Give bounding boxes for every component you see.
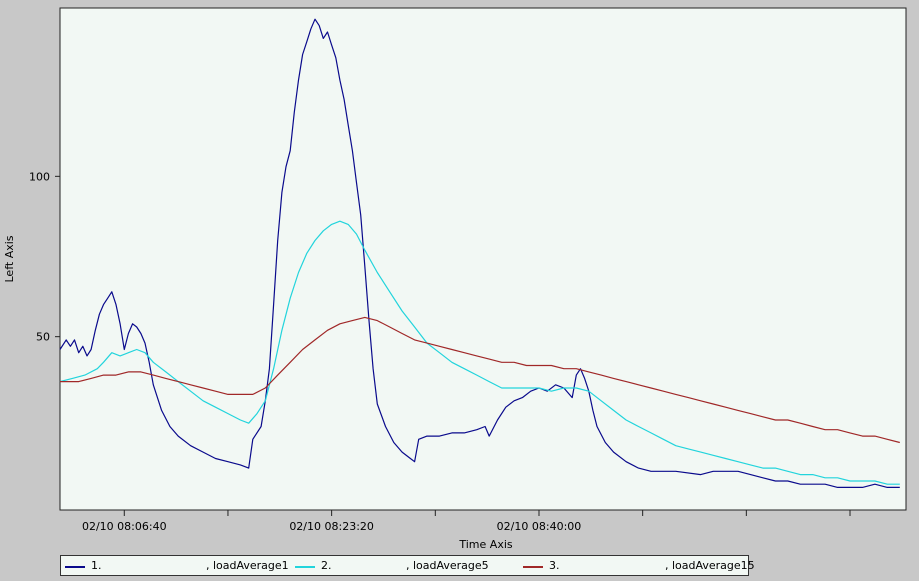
y-axis-title: Left Axis	[3, 235, 16, 282]
series-layer	[59, 18, 900, 488]
legend-swatch	[295, 566, 315, 568]
legend-swatch	[523, 566, 543, 568]
x-tick-label: 02/10 08:40:00	[497, 520, 582, 533]
x-tick-label: 02/10 08:23:20	[289, 520, 374, 533]
series-line-loadAverage1	[59, 18, 900, 488]
legend-number: 1.	[91, 559, 102, 572]
x-axis: 02/10 08:06:40 02/10 08:23:20 02/10 08:40:…	[82, 510, 851, 533]
x-axis-title: Time Axis	[458, 538, 513, 551]
series-line-loadAverage15	[60, 316, 900, 444]
legend-series-name: , loadAverage15	[665, 559, 755, 572]
legend-number: 2.	[321, 559, 332, 572]
y-tick-label: 100	[29, 170, 50, 183]
y-axis: 50 100	[29, 170, 60, 344]
x-tick-label: 02/10 08:06:40	[82, 520, 167, 533]
plot-area	[59, 7, 907, 511]
legend-number: 3.	[549, 559, 560, 572]
legend-swatch	[65, 566, 85, 568]
chart-legend: 1. , loadAverage1 2. , loadAverage5 3. , load…	[60, 555, 755, 576]
series-line-loadAverage5	[59, 220, 900, 485]
legend-series-name: , loadAverage5	[406, 559, 489, 572]
legend-series-name: , loadAverage1	[206, 559, 289, 572]
y-tick-label: 50	[36, 331, 50, 344]
